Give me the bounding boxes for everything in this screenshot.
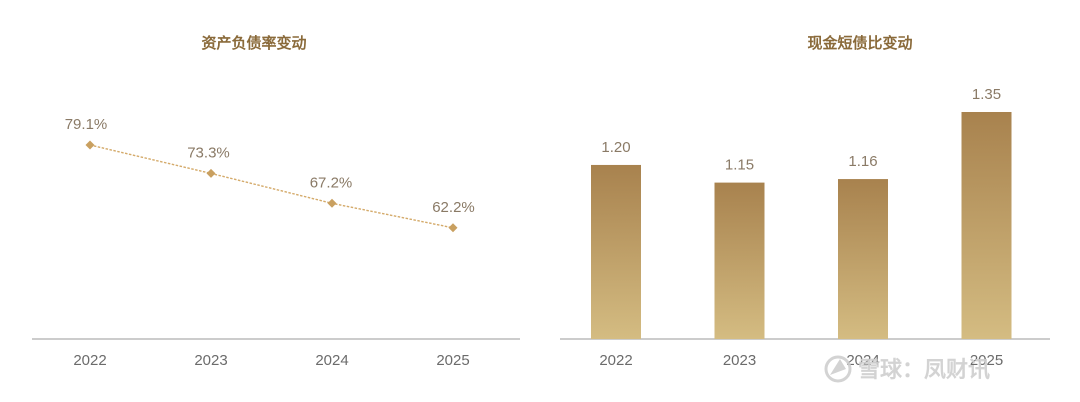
debt-ratio-data-label-2024: 67.2% [310, 174, 353, 191]
watermark: 雪球：凤财讯 [824, 355, 990, 383]
debt-ratio-chart: 资产负债率变动 79.1% 2022 73.3% 2023 67.2% 2024 62.2%… [32, 34, 520, 369]
debt-ratio-point-2023 [206, 168, 216, 178]
debt-ratio-x-tick-2023: 2023 [194, 352, 227, 369]
debt-ratio-x-tick-2022: 2022 [73, 352, 106, 369]
cash-short-debt-data-label-2024: 1.16 [848, 153, 877, 170]
cash-short-debt-chart-title: 现金短债比变动 [807, 34, 912, 52]
cash-short-debt-data-label-2023: 1.15 [725, 157, 754, 174]
debt-ratio-point-2022 [85, 140, 95, 150]
cash-short-debt-bar-2025 [961, 112, 1012, 339]
cash-short-debt-bar-2022 [591, 164, 641, 339]
debt-ratio-data-label-2022: 79.1% [65, 116, 108, 133]
debt-ratio-point-2025 [448, 223, 458, 233]
cash-short-debt-bar-2024 [838, 179, 888, 339]
debt-ratio-x-tick-2025: 2025 [436, 352, 469, 369]
debt-ratio-x-tick-2024: 2024 [315, 352, 348, 369]
cash-short-debt-x-tick-2023: 2023 [723, 352, 756, 369]
cash-short-debt-ratio-chart: 现金短债比变动 1.20 2022 1.15 2023 1.16 2024 1.35 2025 [560, 34, 1050, 369]
snowball-logo-icon [824, 355, 852, 383]
debt-ratio-point-2024 [327, 198, 337, 208]
cash-short-debt-x-tick-2025: 2025 [970, 352, 1003, 369]
debt-ratio-data-label-2025: 62.2% [432, 199, 475, 216]
cash-short-debt-x-tick-2022: 2022 [599, 352, 632, 369]
watermark-text: 雪球：凤财讯 [858, 358, 990, 383]
cash-short-debt-bar-2023 [714, 182, 765, 339]
debt-ratio-series-line [89, 144, 454, 229]
debt-ratio-data-label-2023: 73.3% [187, 144, 230, 161]
cash-short-debt-x-tick-2024: 2024 [846, 352, 879, 369]
cash-short-debt-data-label-2025: 1.35 [972, 86, 1001, 103]
cash-short-debt-data-label-2022: 1.20 [601, 139, 630, 156]
debt-ratio-chart-title: 资产负债率变动 [201, 34, 306, 52]
